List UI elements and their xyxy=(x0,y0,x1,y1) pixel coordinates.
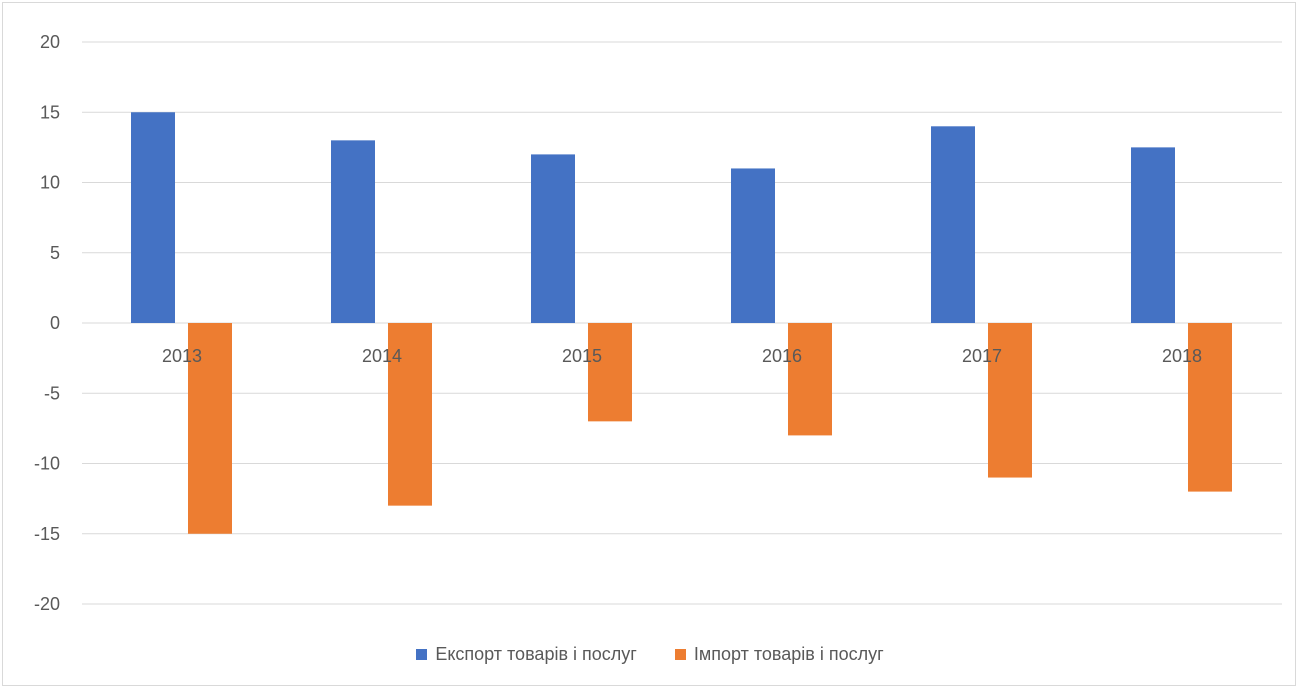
x-tick-label: 2014 xyxy=(362,346,402,366)
import-bar-2016 xyxy=(788,323,832,436)
import-bar-2013 xyxy=(188,323,232,534)
legend-swatch-export xyxy=(416,649,428,660)
legend-label-export: Експорт товарів і послуг xyxy=(435,644,637,664)
y-tick-label: -10 xyxy=(34,454,60,474)
x-tick-label: 2013 xyxy=(162,346,202,366)
y-tick-label: -5 xyxy=(44,383,60,403)
import-bar-2018 xyxy=(1188,323,1232,492)
x-axis-labels: 2013 2014 2015 2016 2017 2018 xyxy=(162,346,1202,366)
y-tick-label: 10 xyxy=(40,173,60,193)
export-bar-2015 xyxy=(531,154,575,323)
legend-label-import: Імпорт товарів і послуг xyxy=(693,644,884,664)
legend-item-export: Експорт товарів і послуг xyxy=(416,644,637,665)
y-tick-label: 20 xyxy=(40,32,60,52)
y-tick-label: -20 xyxy=(34,594,60,614)
legend: Експорт товарів і послуг Імпорт товарів … xyxy=(0,644,1300,665)
export-bar-2013 xyxy=(131,112,175,323)
import-bar-2017 xyxy=(988,323,1032,478)
x-tick-label: 2017 xyxy=(962,346,1002,366)
y-axis-ticks: 20 15 10 5 0 -5 -10 -15 -20 xyxy=(34,32,60,614)
export-bar-2018 xyxy=(1131,147,1175,323)
bars xyxy=(131,112,1232,534)
y-tick-label: 5 xyxy=(50,243,60,263)
export-bar-2016 xyxy=(731,168,775,323)
export-bar-2017 xyxy=(931,126,975,323)
legend-item-import: Імпорт товарів і послуг xyxy=(674,644,884,665)
y-tick-label: 15 xyxy=(40,102,60,122)
import-bar-2015 xyxy=(588,323,632,422)
import-bar-2014 xyxy=(388,323,432,506)
x-tick-label: 2018 xyxy=(1162,346,1202,366)
x-tick-label: 2016 xyxy=(762,346,802,366)
y-tick-label: -15 xyxy=(34,524,60,544)
legend-swatch-import xyxy=(674,649,686,660)
gridlines xyxy=(82,41,1282,605)
y-tick-label: 0 xyxy=(50,313,60,333)
x-tick-label: 2015 xyxy=(562,346,602,366)
export-bar-2014 xyxy=(331,140,375,323)
